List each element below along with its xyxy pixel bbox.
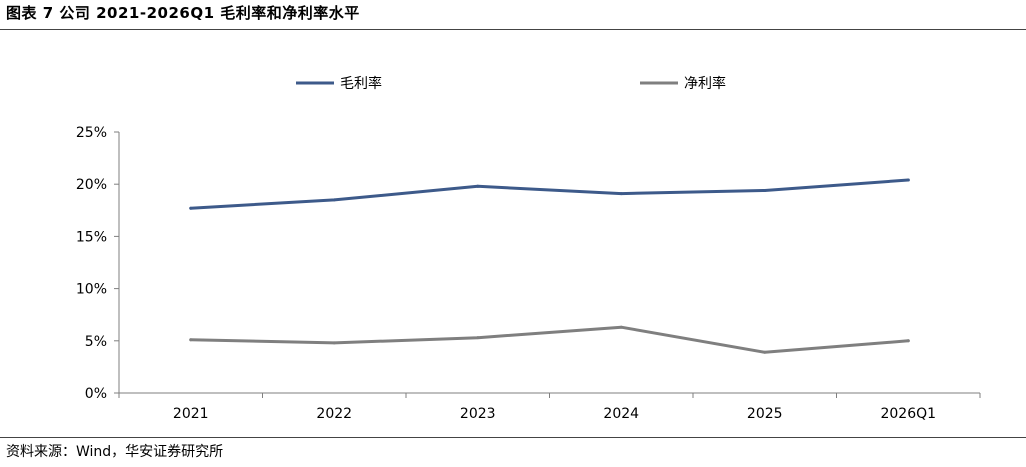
legend-label-2: 净利率 [684, 75, 726, 92]
legend-label-1: 毛利率 [340, 75, 382, 92]
data-point [763, 350, 767, 354]
data-point [189, 206, 193, 210]
y-tick-label: 0% [85, 386, 107, 402]
x-tick-label: 2022 [316, 406, 352, 422]
chart-lines [189, 178, 910, 354]
source-note: 资料来源：Wind，华安证券研究所 [6, 444, 224, 460]
series-line-1 [189, 178, 910, 210]
y-tick-label: 10% [76, 282, 107, 298]
data-point [763, 188, 767, 192]
data-point [619, 192, 623, 196]
chart-title: 图表 7 公司 2021-2026Q1 毛利率和净利率水平 [6, 4, 360, 22]
y-tick-label: 5% [85, 334, 107, 350]
data-point [619, 325, 623, 329]
x-tick-label: 2023 [460, 406, 496, 422]
y-tick-label: 20% [76, 177, 107, 193]
x-tick-label: 2021 [173, 406, 209, 422]
series-line-2 [189, 325, 910, 354]
x-tick-label: 2026Q1 [880, 406, 936, 422]
data-point [332, 198, 336, 202]
y-tick-label: 25% [76, 125, 107, 141]
data-point [332, 341, 336, 345]
source-divider [0, 437, 1026, 438]
title-divider [0, 29, 1026, 30]
data-point [476, 336, 480, 340]
data-point [476, 184, 480, 188]
data-point [189, 338, 193, 342]
line-chart: 0% 5% 10% 15% 20% 25% 2021 2022 2023 2024 2025 2026… [76, 75, 981, 422]
chart-legend: 毛利率 净利率 [296, 75, 726, 92]
data-point [906, 339, 910, 343]
y-tick-label: 15% [76, 229, 107, 245]
x-tick-label: 2025 [747, 406, 783, 422]
data-point [906, 178, 910, 182]
x-tick-label: 2024 [603, 406, 639, 422]
chart-axes: 0% 5% 10% 15% 20% 25% 2021 2022 2023 2024 2025 2026… [76, 125, 981, 422]
